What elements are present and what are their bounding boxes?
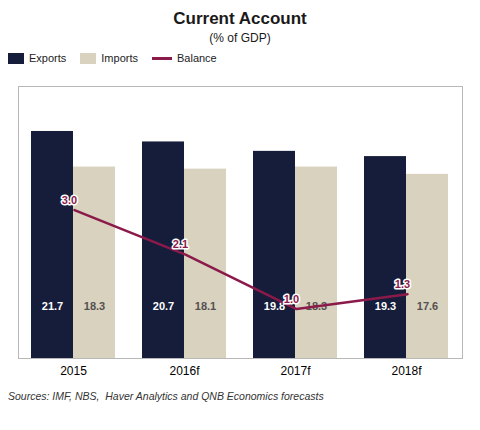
svg-text:2.1: 2.1 [173, 238, 188, 250]
svg-text:18.1: 18.1 [195, 300, 216, 312]
svg-text:1.0: 1.0 [284, 293, 299, 305]
svg-text:21.7: 21.7 [42, 300, 63, 312]
svg-text:2017f: 2017f [280, 364, 311, 378]
html-text:Current Account: Current Account [173, 9, 307, 28]
svg-text:2016f: 2016f [169, 364, 200, 378]
html-text:Exports: Exports [29, 52, 67, 64]
html-text:Imports: Imports [101, 52, 138, 64]
svg-text:17.6: 17.6 [417, 300, 438, 312]
html-text:(% of GDP): (% of GDP) [209, 31, 271, 45]
svg-text:1.3: 1.3 [395, 278, 410, 290]
svg-text:19.8: 19.8 [264, 300, 285, 312]
svg-text:2015: 2015 [60, 364, 87, 378]
svg-text:2018f: 2018f [391, 364, 422, 378]
svg-text:18.3: 18.3 [84, 300, 105, 312]
html-text:Balance: Balance [177, 52, 217, 64]
svg-text:18.3: 18.3 [306, 300, 327, 312]
html-text:Sources: IMF, NBS, Haver Analy: Sources: IMF, NBS, Haver Analytics and Q… [8, 390, 324, 402]
svg-text:19.3: 19.3 [375, 300, 396, 312]
svg-text:20.7: 20.7 [153, 300, 174, 312]
svg-text:3.0: 3.0 [62, 194, 77, 206]
